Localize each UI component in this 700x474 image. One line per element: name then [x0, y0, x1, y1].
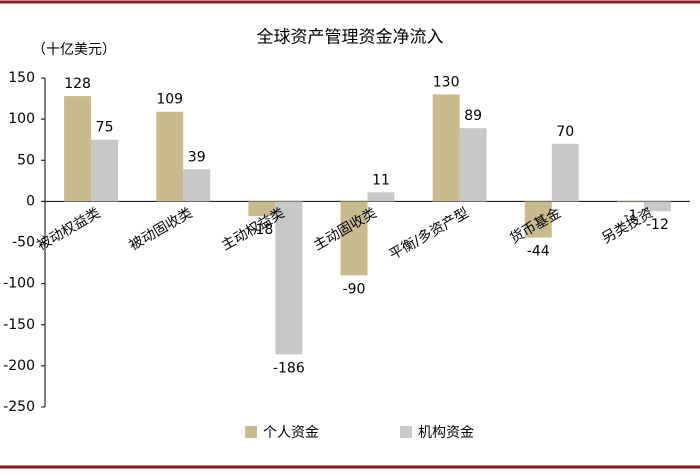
value-label: -90	[343, 281, 366, 297]
value-label: 89	[464, 108, 482, 124]
value-label: -18	[250, 222, 273, 238]
x-tick-label: 平衡/多资产型	[386, 204, 471, 263]
x-tick-label: 被动固收类	[127, 205, 196, 254]
bar	[551, 143, 579, 202]
y-axis-label: （十亿美元）	[32, 42, 116, 58]
bar	[248, 201, 276, 217]
bar	[91, 139, 119, 202]
y-tick-label: 150	[8, 70, 35, 86]
value-label: -1	[623, 208, 637, 224]
bar	[432, 94, 460, 202]
value-label: -186	[273, 360, 305, 376]
y-tick-label: 50	[17, 152, 35, 168]
bar	[183, 169, 211, 202]
y-tick-label: -250	[3, 399, 35, 415]
bar	[367, 192, 395, 202]
legend-swatch	[400, 426, 412, 438]
legend-label: 机构资金	[418, 425, 474, 441]
value-label: 109	[156, 92, 183, 108]
y-tick-label: -200	[3, 358, 35, 374]
chart-title: 全球资产管理资金净流入	[257, 28, 444, 48]
y-tick-label: -100	[3, 276, 35, 292]
value-label: 70	[556, 124, 574, 140]
value-label: -12	[646, 217, 669, 233]
bar	[275, 201, 303, 355]
bar	[156, 111, 184, 202]
bar	[643, 201, 671, 212]
y-tick-label: -50	[12, 235, 35, 251]
bar	[459, 128, 487, 202]
legend-label: 个人资金	[263, 425, 319, 441]
y-tick-label: -150	[3, 317, 35, 333]
value-label: 39	[188, 149, 206, 165]
value-label: 75	[96, 120, 114, 136]
value-label: -44	[527, 244, 550, 260]
bar	[340, 201, 368, 276]
bar	[616, 201, 644, 203]
value-label: 130	[433, 74, 460, 90]
y-tick-label: 0	[26, 193, 35, 209]
value-label: 128	[64, 76, 91, 92]
bar	[64, 96, 92, 202]
value-label: 11	[372, 172, 390, 188]
bar	[524, 201, 552, 238]
y-tick-label: 100	[8, 111, 35, 127]
legend-swatch	[245, 426, 257, 438]
